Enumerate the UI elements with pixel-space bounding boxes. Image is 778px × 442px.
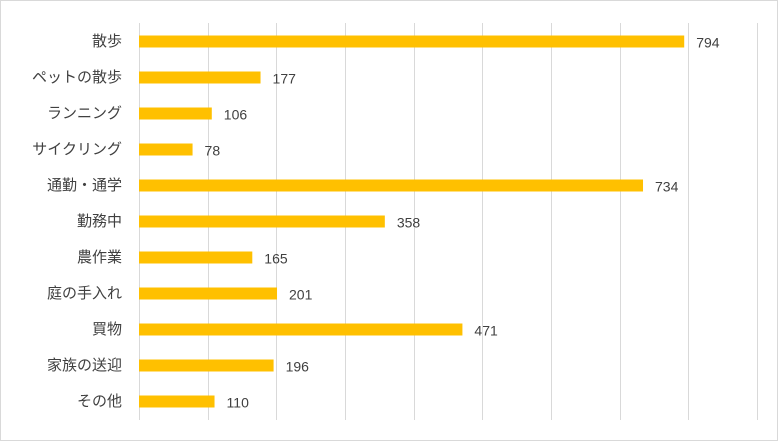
category-label: 勤務中 [77, 213, 122, 230]
data-label: 734 [655, 179, 679, 195]
category-labels: 散歩ペットの散歩ランニングサイクリング通勤・通学勤務中農作業庭の手入れ買物家族の… [32, 33, 122, 410]
data-label: 358 [397, 215, 421, 231]
data-label: 471 [474, 323, 498, 339]
data-label: 78 [205, 143, 221, 159]
bar [139, 251, 253, 264]
bar [139, 71, 261, 84]
data-label: 201 [289, 287, 313, 303]
data-label: 794 [696, 35, 720, 51]
bar [139, 323, 463, 336]
category-label: 庭の手入れ [47, 285, 122, 302]
category-label: 散歩 [92, 33, 122, 50]
bar [139, 107, 212, 120]
category-label: サイクリング [32, 141, 122, 158]
bars [139, 35, 685, 408]
category-label: ランニング [47, 105, 122, 122]
data-label: 196 [286, 359, 310, 375]
category-label: 農作業 [77, 249, 122, 266]
bar [139, 143, 193, 156]
data-label: 110 [227, 395, 250, 411]
bar [139, 35, 685, 48]
category-label: 通勤・通学 [47, 177, 122, 194]
bar [139, 359, 274, 372]
data-label: 165 [264, 251, 288, 267]
category-label: その他 [77, 393, 122, 410]
bar [139, 215, 385, 228]
category-label: ペットの散歩 [32, 69, 122, 86]
data-label: 106 [224, 107, 248, 123]
bar [139, 179, 644, 192]
category-label: 家族の送迎 [47, 357, 122, 374]
gridlines [139, 23, 758, 420]
bar [139, 395, 215, 408]
bar [139, 287, 278, 300]
category-label: 買物 [92, 321, 122, 338]
value-labels: 794 177 106 78 734 358 165 201 471 196 110 [205, 35, 720, 411]
data-label: 177 [273, 71, 297, 87]
